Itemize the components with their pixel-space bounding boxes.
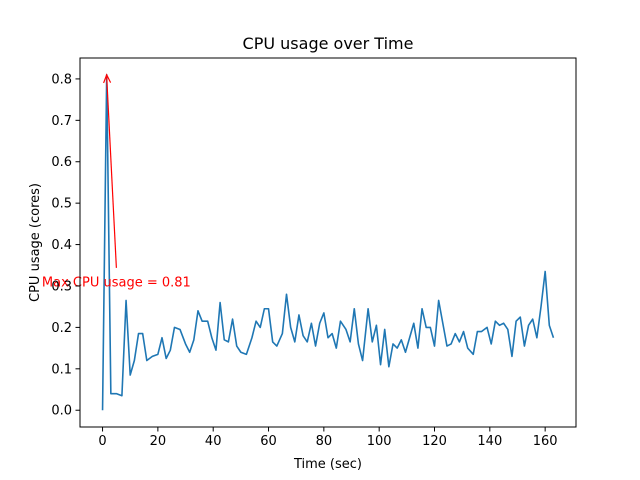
plot-area bbox=[101, 73, 555, 411]
y-tick-label: 0.4 bbox=[51, 238, 72, 253]
plot-frame bbox=[79, 57, 577, 428]
x-tick-label: 60 bbox=[260, 434, 277, 449]
y-tick-label: 0.0 bbox=[51, 404, 72, 419]
annotation: Max CPU usage = 0.81 bbox=[42, 73, 191, 290]
y-tick-label: 0.2 bbox=[51, 321, 72, 336]
y-tick-label: 0.3 bbox=[51, 279, 72, 294]
x-axis: 0 20 40 60 80 100 120 140 160 bbox=[98, 427, 558, 449]
annotation-arrowhead bbox=[103, 73, 112, 84]
x-axis-title: Time (sec) bbox=[293, 457, 362, 472]
y-tick-label: 0.7 bbox=[51, 114, 72, 129]
y-axis-title: CPU usage (cores) bbox=[28, 183, 43, 302]
x-tick-label: 100 bbox=[367, 434, 392, 449]
chart-title: CPU usage over Time bbox=[243, 34, 414, 53]
x-tick-label: 160 bbox=[533, 434, 558, 449]
y-tick-label: 0.8 bbox=[51, 72, 72, 87]
y-tick-label: 0.6 bbox=[51, 155, 72, 170]
annotation-arrow bbox=[106, 76, 117, 268]
y-axis: 0.0 0.1 0.2 0.3 0.4 0.5 0.6 0.7 0.8 bbox=[51, 72, 80, 419]
series-group bbox=[101, 73, 555, 411]
y-tick-label: 0.5 bbox=[51, 197, 72, 212]
x-tick-label: 40 bbox=[205, 434, 222, 449]
y-tick-label: 0.1 bbox=[51, 362, 72, 377]
series-line-0 bbox=[101, 73, 555, 411]
annotation-label: Max CPU usage = 0.81 bbox=[42, 275, 191, 290]
x-tick-label: 120 bbox=[422, 434, 447, 449]
x-tick-label: 140 bbox=[477, 434, 502, 449]
x-tick-label: 0 bbox=[98, 434, 106, 449]
x-tick-label: 80 bbox=[316, 434, 333, 449]
x-tick-label: 20 bbox=[150, 434, 167, 449]
